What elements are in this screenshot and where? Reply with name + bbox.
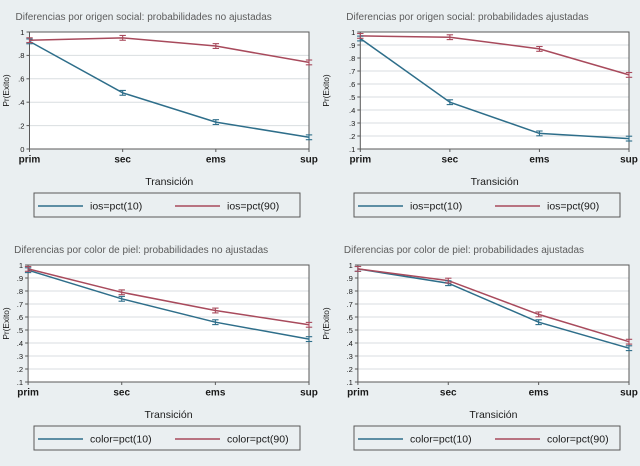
svg-text:ios=pct(10): ios=pct(10) [410,201,462,213]
svg-text:1: 1 [349,261,353,270]
svg-text:.1: .1 [349,145,355,154]
svg-text:.3: .3 [349,119,355,128]
svg-text:.6: .6 [347,313,353,322]
svg-text:.5: .5 [347,326,353,335]
svg-text:1: 1 [351,28,355,37]
svg-text:sec: sec [440,388,457,399]
svg-text:color=pct(10): color=pct(10) [90,434,152,446]
svg-text:1: 1 [19,261,23,270]
svg-text:.2: .2 [17,365,23,374]
svg-text:.8: .8 [18,51,24,60]
svg-text:.6: .6 [349,80,355,89]
svg-text:.9: .9 [17,274,23,283]
svg-text:.9: .9 [349,41,355,50]
svg-text:.2: .2 [347,365,353,374]
svg-text:.8: .8 [347,287,353,296]
svg-text:ios=pct(90): ios=pct(90) [547,201,599,213]
svg-text:.3: .3 [347,352,353,361]
svg-text:ios=pct(90): ios=pct(90) [227,201,279,213]
svg-text:sup: sup [620,388,638,399]
svg-text:.8: .8 [349,54,355,63]
svg-text:.2: .2 [349,132,355,141]
svg-text:Pr(Exito): Pr(Exito) [321,74,331,107]
svg-text:.5: .5 [349,93,355,102]
svg-text:prim: prim [17,388,39,399]
svg-text:ios=pct(10): ios=pct(10) [90,201,142,213]
svg-text:.7: .7 [349,67,355,76]
svg-text:Pr(Exito): Pr(Exito) [321,307,331,340]
svg-text:sup: sup [620,155,638,166]
svg-text:0: 0 [20,145,24,154]
svg-text:color=pct(90): color=pct(90) [227,434,289,446]
svg-text:.1: .1 [347,378,353,387]
svg-text:.4: .4 [18,98,24,107]
svg-text:.6: .6 [17,313,23,322]
svg-text:Diferencias por color de piel:: Diferencias por color de piel: probabili… [344,245,584,256]
svg-text:ems: ems [206,155,226,166]
svg-text:.7: .7 [347,300,353,309]
svg-text:ems: ems [205,388,225,399]
svg-text:.7: .7 [17,300,23,309]
svg-text:prim: prim [19,155,41,166]
svg-text:color=pct(90): color=pct(90) [547,434,609,446]
svg-text:sup: sup [300,388,318,399]
svg-text:Transición: Transición [471,176,519,188]
svg-text:Diferencias por origen social:: Diferencias por origen social: probabili… [346,12,588,23]
svg-text:.9: .9 [347,274,353,283]
svg-text:prim: prim [349,155,371,166]
svg-text:.3: .3 [17,352,23,361]
svg-text:.4: .4 [349,106,355,115]
svg-text:.1: .1 [17,378,23,387]
svg-text:ems: ems [529,155,549,166]
svg-text:.5: .5 [17,326,23,335]
svg-text:sec: sec [114,155,131,166]
svg-text:Diferencias por color de piel:: Diferencias por color de piel: probabili… [14,245,268,256]
svg-text:sec: sec [113,388,130,399]
svg-text:.4: .4 [17,339,23,348]
svg-text:.8: .8 [17,287,23,296]
svg-text:.2: .2 [18,121,24,130]
svg-text:.6: .6 [18,75,24,84]
svg-text:ems: ems [529,388,549,399]
svg-text:1: 1 [20,28,24,37]
svg-text:sup: sup [300,155,318,166]
svg-text:prim: prim [347,388,369,399]
svg-text:Transición: Transición [145,409,193,421]
svg-text:color=pct(10): color=pct(10) [410,434,472,446]
svg-text:Transición: Transición [469,409,517,421]
svg-text:Diferencias por origen social:: Diferencias por origen social: probabili… [16,12,272,23]
svg-text:Transición: Transición [145,176,193,188]
svg-text:Pr(Exito): Pr(Exito) [1,74,11,107]
svg-text:.4: .4 [347,339,353,348]
svg-text:Pr(Exito): Pr(Exito) [1,307,11,340]
svg-text:sec: sec [442,155,459,166]
